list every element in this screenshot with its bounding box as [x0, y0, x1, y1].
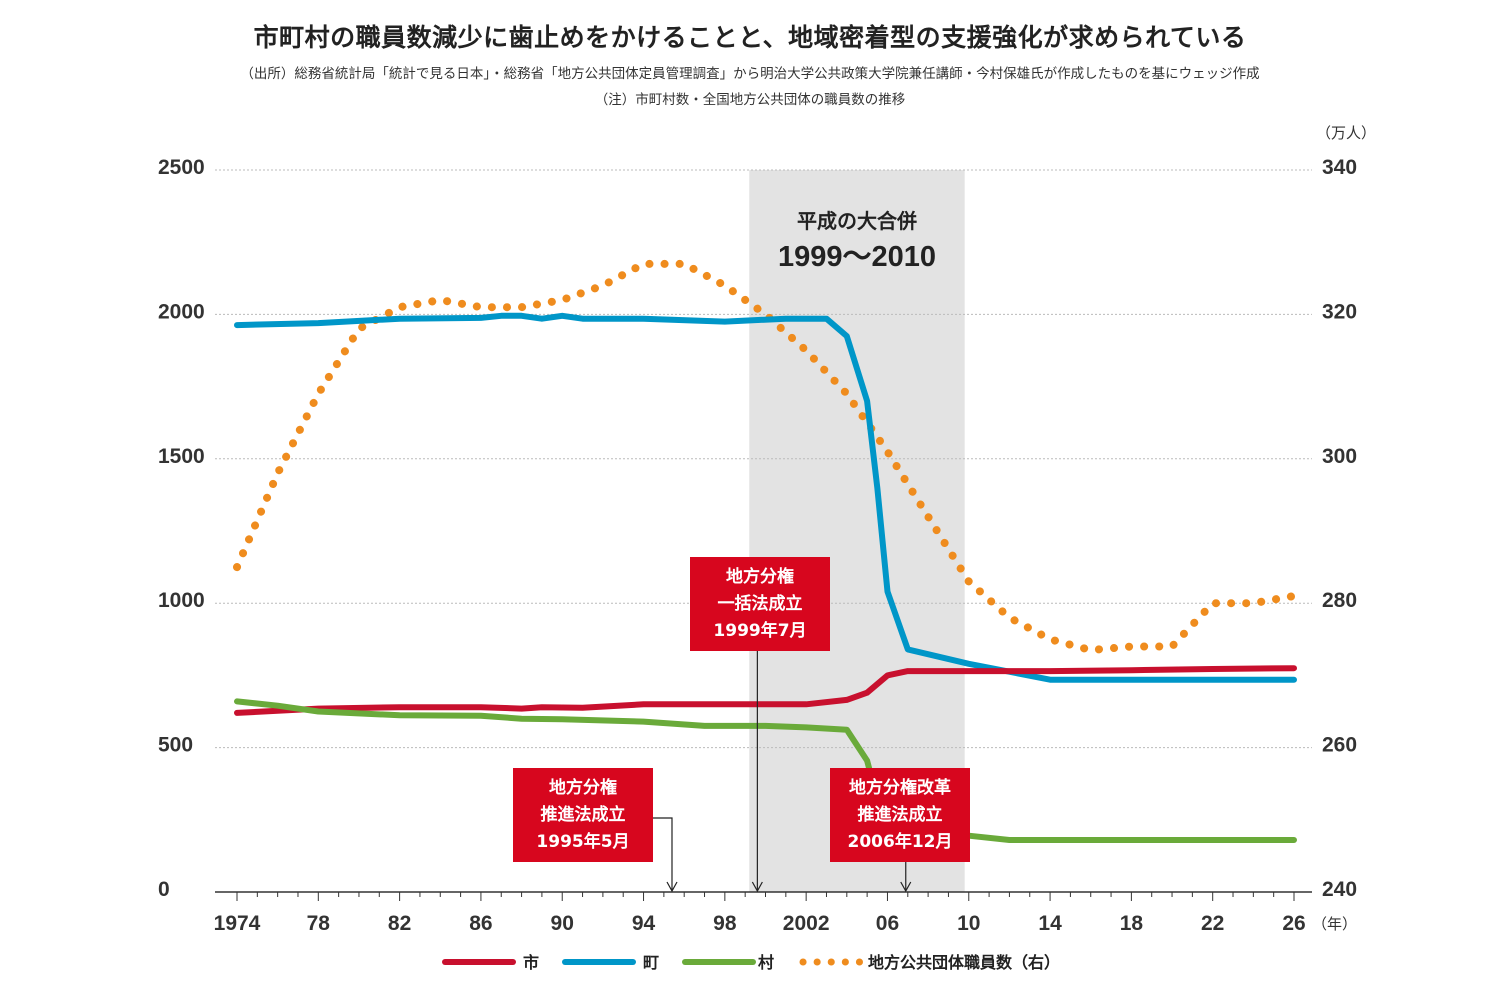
- y2-tick-label: 320: [1322, 300, 1357, 323]
- annotation-leader: [653, 817, 673, 890]
- series-line-2: [234, 698, 1297, 843]
- shaded-region-label: 平成の大合併: [797, 209, 917, 233]
- annotation-text-line: 推進法成立: [541, 804, 626, 825]
- annotation-text-line: 地方分権: [726, 566, 794, 587]
- chart-title: 市町村の職員数減少に歯止めをかけることと、地域密着型の支援強化が求められている: [253, 23, 1247, 52]
- x-tick-label: 06: [876, 912, 899, 935]
- series-line-0: [234, 665, 1297, 716]
- legend-item: 町: [562, 953, 659, 972]
- y2-tick-label: 340: [1322, 156, 1357, 179]
- annotation-text-line: 1999年7月: [713, 620, 806, 641]
- y-tick-label: 1500: [158, 445, 205, 468]
- chart-source: （出所）総務省統計局「統計で見る日本」・総務省「地方公共団体定員管理調査」から明…: [240, 66, 1260, 82]
- series-lines: [233, 259, 1298, 843]
- legend-label: 町: [643, 953, 659, 972]
- y2-unit-label: （万人）: [1316, 124, 1376, 142]
- x-tick-label: 82: [388, 912, 411, 935]
- annotation-arrowhead: [751, 881, 763, 893]
- annotations: 地方分権推進法成立1995年5月地方分権一括法成立1999年7月地方分権改革推進…: [513, 557, 970, 893]
- x-tick-label: 86: [469, 912, 492, 935]
- x-unit-label: （年）: [1312, 915, 1357, 933]
- annotation-box: [513, 768, 653, 862]
- x-tick-label: 78: [307, 912, 331, 935]
- y2-tick-label: 300: [1322, 445, 1357, 468]
- legend-label: 村: [758, 953, 774, 972]
- legend-item: 地方公共団体職員数（右）: [799, 953, 1060, 972]
- annotation-arrowhead: [666, 881, 678, 893]
- annotation-arrowhead: [900, 881, 912, 893]
- y-axis-left-ticks: 2500 2000 1500 1000 500 0: [158, 156, 205, 901]
- y-tick-label: 500: [158, 734, 193, 757]
- legend-item: 市: [442, 953, 539, 972]
- x-tick-label: 22: [1201, 912, 1224, 935]
- y2-tick-label: 280: [1322, 589, 1357, 612]
- x-tick-label: 94: [632, 912, 656, 935]
- annotation-text-line: 2006年12月: [848, 831, 953, 852]
- x-tick-label: 2002: [783, 912, 830, 935]
- y-tick-label: 2500: [158, 156, 205, 179]
- x-axis-ticks: 1974 78 82 86 90 94 98 2002 06 10 14 18 22 26 （年）: [214, 912, 1357, 935]
- x-tick-label: 14: [1038, 912, 1062, 935]
- y-tick-label: 2000: [158, 300, 205, 323]
- y-tick-label: 0: [158, 878, 170, 901]
- y-axis-right-ticks: 340 320 300 280 260 240 （万人）: [1316, 124, 1376, 901]
- y2-tick-label: 260: [1322, 734, 1357, 757]
- annotation-text-line: 地方分権改革: [849, 777, 951, 798]
- x-tick-label: 18: [1120, 912, 1144, 935]
- y2-tick-label: 240: [1322, 878, 1357, 901]
- x-tick-label: 10: [957, 912, 980, 935]
- series-line-3: [233, 259, 1298, 655]
- x-tick-label: 26: [1282, 912, 1305, 935]
- shaded-region-period: 1999～2010: [778, 241, 936, 273]
- x-tick-label: 98: [713, 912, 737, 935]
- annotation-text-line: 1995年5月: [536, 831, 629, 852]
- annotation-text-line: 推進法成立: [858, 804, 943, 825]
- annotation-box: [830, 768, 970, 862]
- annotation-text-line: 地方分権: [549, 777, 617, 798]
- legend-label: 市: [523, 953, 539, 972]
- x-axis: [215, 891, 1312, 901]
- annotation-box: [690, 557, 830, 651]
- x-tick-label: 90: [551, 912, 574, 935]
- legend-item: 村: [682, 953, 774, 972]
- y-tick-label: 1000: [158, 589, 205, 612]
- x-tick-label: 1974: [214, 912, 261, 935]
- chart-note: （注）市町村数・全国地方公共団体の職員数の推移: [594, 92, 906, 108]
- legend: 市 町 村 地方公共団体職員数（右）: [442, 953, 1060, 972]
- annotation-text-line: 一括法成立: [718, 593, 803, 614]
- legend-label: 地方公共団体職員数（右）: [868, 953, 1060, 972]
